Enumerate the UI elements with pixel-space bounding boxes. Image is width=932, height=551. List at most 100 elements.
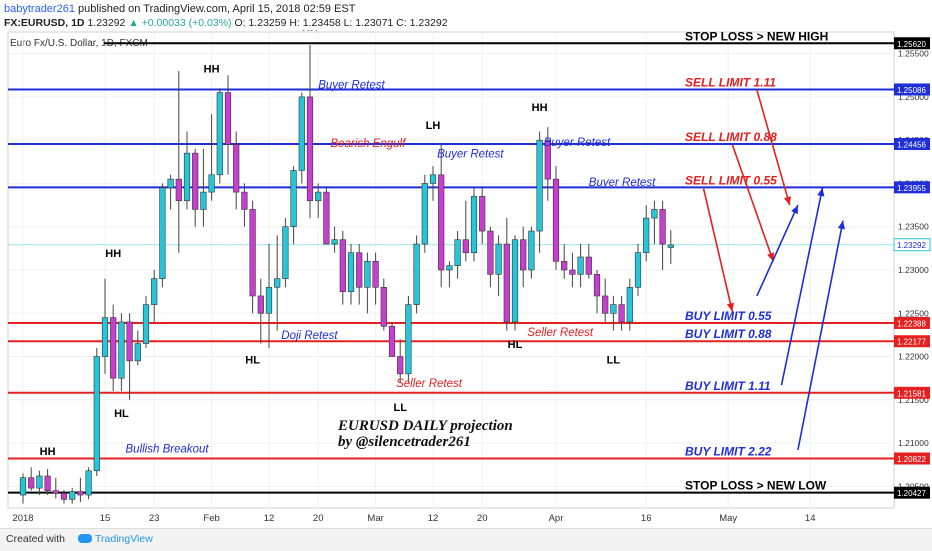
price-axis-badge: [894, 452, 930, 465]
y-tick-label: 1.25000: [898, 92, 929, 102]
price-axis-badge: [894, 335, 930, 348]
author-name[interactable]: babytrader261: [4, 3, 75, 15]
price-axis-badge: [894, 386, 930, 399]
candle-body: [44, 475, 51, 491]
candle-body: [224, 92, 232, 145]
x-tick-label: 16: [641, 513, 652, 524]
buy-arrow-head: [837, 220, 846, 230]
symbol-line: FX:EURUSD, 1D 1.23292 ▲ +0.00033 (+0.03%…: [4, 17, 448, 29]
level-text: BUY LIMIT 2.22: [685, 444, 772, 458]
candle-body: [626, 287, 633, 323]
x-tick-label: Feb: [203, 513, 219, 524]
candle-body: [315, 191, 322, 202]
price-axis-badge-label: 1.22177: [897, 338, 926, 347]
candle-body: [634, 252, 642, 288]
candle-body: [618, 304, 625, 323]
candle-body: [593, 274, 601, 297]
price-axis-badge-label: 1.24456: [897, 140, 926, 149]
candle-body: [569, 269, 576, 275]
level-text: SELL LIMIT 0.55: [685, 173, 777, 187]
sell-arrow-head: [783, 196, 791, 206]
candle-body: [388, 325, 396, 357]
candle-body: [438, 174, 445, 271]
candle-body: [585, 256, 592, 275]
candle-body: [536, 139, 543, 232]
last-value: 1.23292: [87, 17, 126, 29]
x-tick-label: 15: [100, 513, 111, 524]
candle-body: [561, 261, 568, 271]
candle-body: [175, 178, 182, 202]
annotation-label: Doji Retest: [281, 330, 338, 342]
tradingview-brand-label: TradingView: [95, 533, 153, 545]
buy-arrow: [756, 204, 799, 297]
level-text: BUY LIMIT 0.55: [685, 309, 772, 323]
level-text: SELL LIMIT 0.88: [685, 130, 777, 144]
projection-author: by @silencetrader261: [338, 434, 471, 450]
ohlc-values: O: 1.23259 H: 1.23458 L: 1.23071 C: 1.23…: [234, 17, 448, 29]
candle-body: [643, 217, 650, 253]
candle-body: [356, 252, 363, 288]
candle-body: [101, 317, 109, 357]
candle-body: [167, 178, 174, 189]
publish-line: babytrader261 published on TradingView.c…: [4, 3, 355, 15]
sell-arrow: [702, 188, 734, 312]
price-axis-badge-label: 1.23955: [897, 184, 926, 193]
candle-body: [331, 239, 338, 245]
y-tick-label: 1.23000: [898, 265, 929, 275]
candle-body: [429, 174, 437, 184]
price-axis-badge-label: 1.20822: [897, 455, 926, 464]
annotation-label: Buyer Retest: [318, 79, 385, 91]
candle-body: [282, 226, 289, 279]
candle-body: [241, 191, 248, 210]
candle-body: [528, 230, 535, 271]
level-text: STOP LOSS > NEW LOW: [685, 479, 827, 493]
candle-body: [265, 287, 273, 314]
tradingview-brand[interactable]: TradingView: [78, 533, 153, 545]
candle-body: [249, 209, 256, 297]
price-axis-badge-label: 1.22388: [897, 319, 926, 328]
x-tick-label: May: [719, 513, 737, 524]
candle-body: [126, 321, 133, 362]
y-tick-label: 1.23500: [898, 222, 929, 232]
candle-body: [60, 492, 68, 500]
swing-label: HL: [508, 339, 523, 351]
candle-body: [85, 470, 92, 496]
candle-body: [77, 491, 84, 496]
candle-body: [503, 243, 510, 323]
swing-label: LL: [607, 354, 621, 366]
candle-body: [659, 209, 666, 245]
chart-title: Euro Fx/U.S. Dollar, 1D, FXCM: [10, 38, 148, 49]
change-value: ▲ +0.00033 (+0.03%): [128, 17, 232, 29]
candle-body: [405, 304, 412, 375]
y-tick-label: 1.20500: [898, 481, 929, 491]
swing-label: HL: [114, 408, 129, 420]
x-tick-label: 12: [264, 513, 275, 524]
candle-body: [544, 139, 551, 180]
candle-body: [511, 239, 519, 323]
candle-body: [52, 490, 59, 494]
annotation-label: Bullish Breakout: [126, 444, 210, 456]
candle-body: [159, 187, 166, 279]
buy-arrow-head: [817, 187, 825, 197]
candle-body: [413, 243, 420, 305]
candlestick-chart[interactable]: Euro Fx/U.S. Dollar, 1D, FXCM 2018 15 23 Feb…: [0, 30, 932, 528]
annotation-label: Seller Retest: [527, 327, 594, 339]
y-tick-label: 1.21000: [898, 438, 929, 448]
candle-body: [69, 491, 76, 500]
candle-body: [19, 477, 27, 496]
created-with-label: Created with: [6, 533, 65, 545]
candle-body: [216, 92, 223, 176]
level-text: STOP LOSS > NEW HIGH: [685, 30, 828, 43]
sell-arrow-head: [767, 252, 775, 262]
buy-arrow: [780, 187, 824, 386]
swing-label: HH: [105, 248, 121, 260]
x-tick-label: 12: [428, 513, 439, 524]
swing-label: HH: [532, 102, 548, 114]
current-price-badge-label: 1.23292: [897, 241, 926, 250]
candle-body: [667, 244, 674, 248]
publish-info: published on TradingView.com, April 15, …: [78, 3, 356, 15]
candle-body: [200, 191, 207, 210]
x-tick-label: 14: [805, 513, 816, 524]
x-tick-label: 23: [149, 513, 160, 524]
annotation-label: Seller Retest: [396, 378, 463, 390]
